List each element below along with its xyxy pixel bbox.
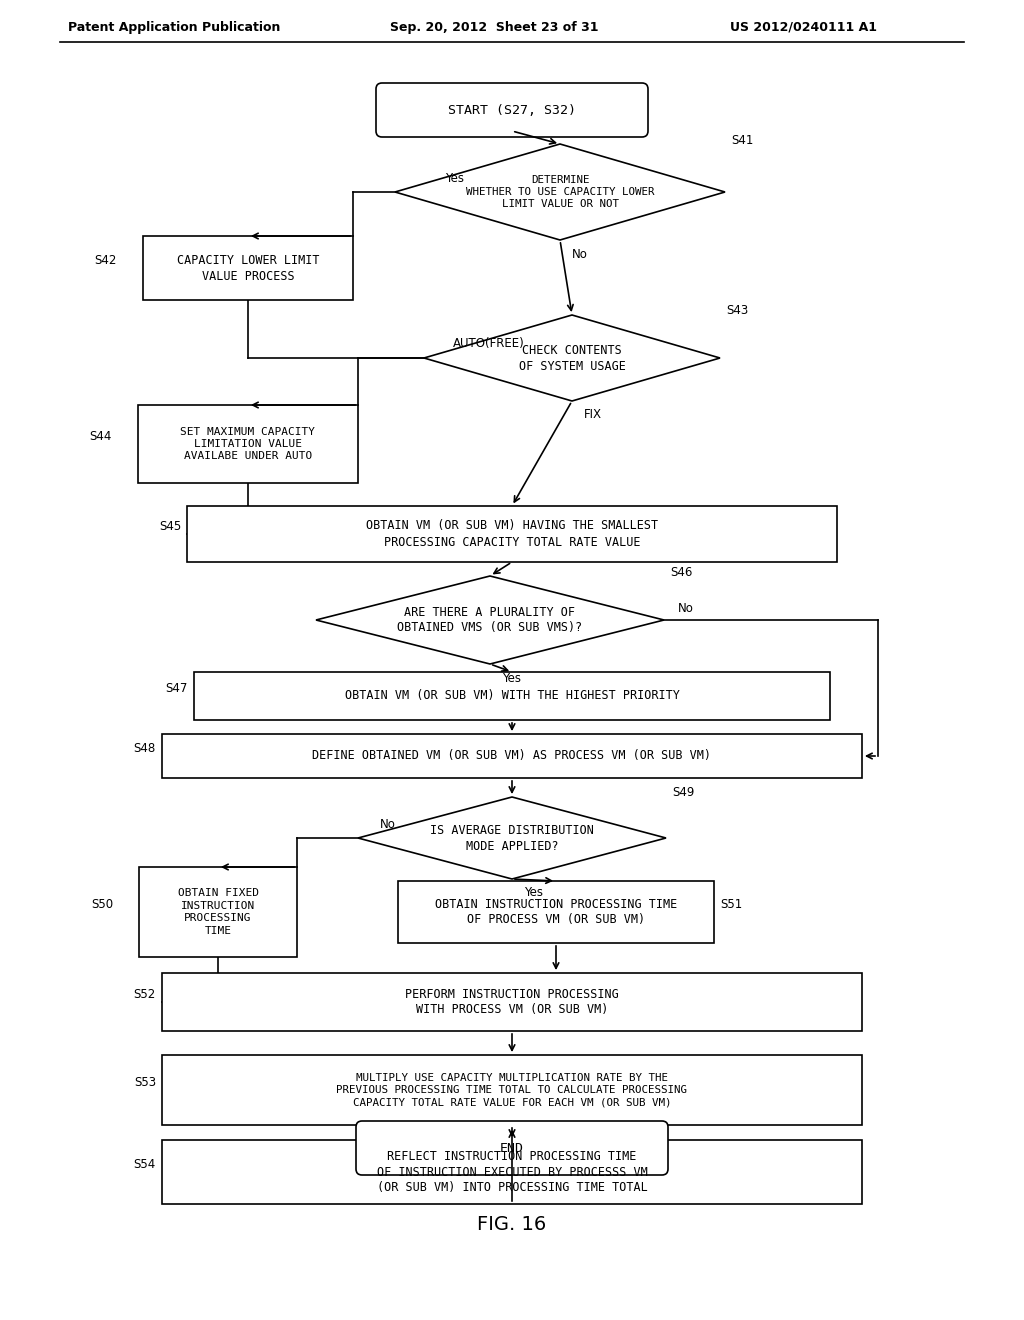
Text: DETERMINE
WHETHER TO USE CAPACITY LOWER
LIMIT VALUE OR NOT: DETERMINE WHETHER TO USE CAPACITY LOWER … <box>466 174 654 210</box>
Text: S50: S50 <box>91 898 113 911</box>
Text: PERFORM INSTRUCTION PROCESSING
WITH PROCESS VM (OR SUB VM): PERFORM INSTRUCTION PROCESSING WITH PROC… <box>406 987 618 1016</box>
Text: S49: S49 <box>672 787 694 800</box>
Text: No: No <box>678 602 694 615</box>
Text: S45: S45 <box>159 520 181 532</box>
Text: CAPACITY LOWER LIMIT
VALUE PROCESS: CAPACITY LOWER LIMIT VALUE PROCESS <box>177 253 319 282</box>
Polygon shape <box>316 576 664 664</box>
Text: S53: S53 <box>134 1076 156 1089</box>
Text: CHECK CONTENTS
OF SYSTEM USAGE: CHECK CONTENTS OF SYSTEM USAGE <box>518 343 626 372</box>
Polygon shape <box>395 144 725 240</box>
FancyBboxPatch shape <box>376 83 648 137</box>
Bar <box>138 405 358 483</box>
Text: Yes: Yes <box>502 672 521 685</box>
Text: No: No <box>572 248 588 260</box>
Bar <box>139 867 297 957</box>
Text: OBTAIN INSTRUCTION PROCESSING TIME
OF PROCESS VM (OR SUB VM): OBTAIN INSTRUCTION PROCESSING TIME OF PR… <box>435 898 677 927</box>
Text: S48: S48 <box>134 742 156 755</box>
Text: OBTAIN VM (OR SUB VM) HAVING THE SMALLEST
PROCESSING CAPACITY TOTAL RATE VALUE: OBTAIN VM (OR SUB VM) HAVING THE SMALLES… <box>366 520 658 549</box>
Text: FIX: FIX <box>584 408 602 421</box>
Text: S44: S44 <box>90 429 112 442</box>
Text: S52: S52 <box>134 987 156 1001</box>
Text: OBTAIN VM (OR SUB VM) WITH THE HIGHEST PRIORITY: OBTAIN VM (OR SUB VM) WITH THE HIGHEST P… <box>344 689 680 702</box>
Text: REFLECT INSTRUCTION PROCESSING TIME
OF INSTRUCTION EXECUTED BY PROCESSS VM
(OR S: REFLECT INSTRUCTION PROCESSING TIME OF I… <box>377 1150 647 1195</box>
Text: S43: S43 <box>726 305 749 318</box>
FancyBboxPatch shape <box>356 1121 668 1175</box>
Text: S46: S46 <box>670 565 692 578</box>
Text: MULTIPLY USE CAPACITY MULTIPLICATION RATE BY THE
PREVIOUS PROCESSING TIME TOTAL : MULTIPLY USE CAPACITY MULTIPLICATION RAT… <box>337 1073 687 1107</box>
Text: ARE THERE A PLURALITY OF
OBTAINED VMS (OR SUB VMS)?: ARE THERE A PLURALITY OF OBTAINED VMS (O… <box>397 606 583 635</box>
Text: No: No <box>380 817 396 830</box>
Text: SET MAXIMUM CAPACITY
LIMITATION VALUE
AVAILABE UNDER AUTO: SET MAXIMUM CAPACITY LIMITATION VALUE AV… <box>180 426 315 462</box>
Bar <box>162 1140 862 1204</box>
Bar <box>187 506 837 562</box>
Bar <box>162 973 862 1031</box>
Text: DEFINE OBTAINED VM (OR SUB VM) AS PROCESS VM (OR SUB VM): DEFINE OBTAINED VM (OR SUB VM) AS PROCES… <box>312 750 712 763</box>
Polygon shape <box>424 315 720 401</box>
Text: S51: S51 <box>720 898 742 911</box>
Bar <box>398 880 714 942</box>
Text: Yes: Yes <box>524 887 543 899</box>
Text: FIG. 16: FIG. 16 <box>477 1216 547 1234</box>
Text: Yes: Yes <box>445 172 465 185</box>
Bar <box>162 734 862 777</box>
Text: S54: S54 <box>134 1158 156 1171</box>
Bar <box>162 1055 862 1125</box>
Text: Patent Application Publication: Patent Application Publication <box>68 21 281 33</box>
Text: IS AVERAGE DISTRIBUTION
MODE APPLIED?: IS AVERAGE DISTRIBUTION MODE APPLIED? <box>430 824 594 853</box>
Bar <box>194 672 830 719</box>
Text: Sep. 20, 2012  Sheet 23 of 31: Sep. 20, 2012 Sheet 23 of 31 <box>390 21 598 33</box>
Text: END: END <box>500 1142 524 1155</box>
Text: OBTAIN FIXED
INSTRUCTION
PROCESSING
TIME: OBTAIN FIXED INSTRUCTION PROCESSING TIME <box>177 888 258 936</box>
Bar <box>143 236 353 300</box>
Text: AUTO(FREE): AUTO(FREE) <box>454 338 525 351</box>
Text: S47: S47 <box>166 681 188 694</box>
Text: S41: S41 <box>731 133 754 147</box>
Text: S42: S42 <box>94 253 117 267</box>
Text: US 2012/0240111 A1: US 2012/0240111 A1 <box>730 21 877 33</box>
Polygon shape <box>358 797 666 879</box>
Text: START (S27, S32): START (S27, S32) <box>449 103 575 116</box>
